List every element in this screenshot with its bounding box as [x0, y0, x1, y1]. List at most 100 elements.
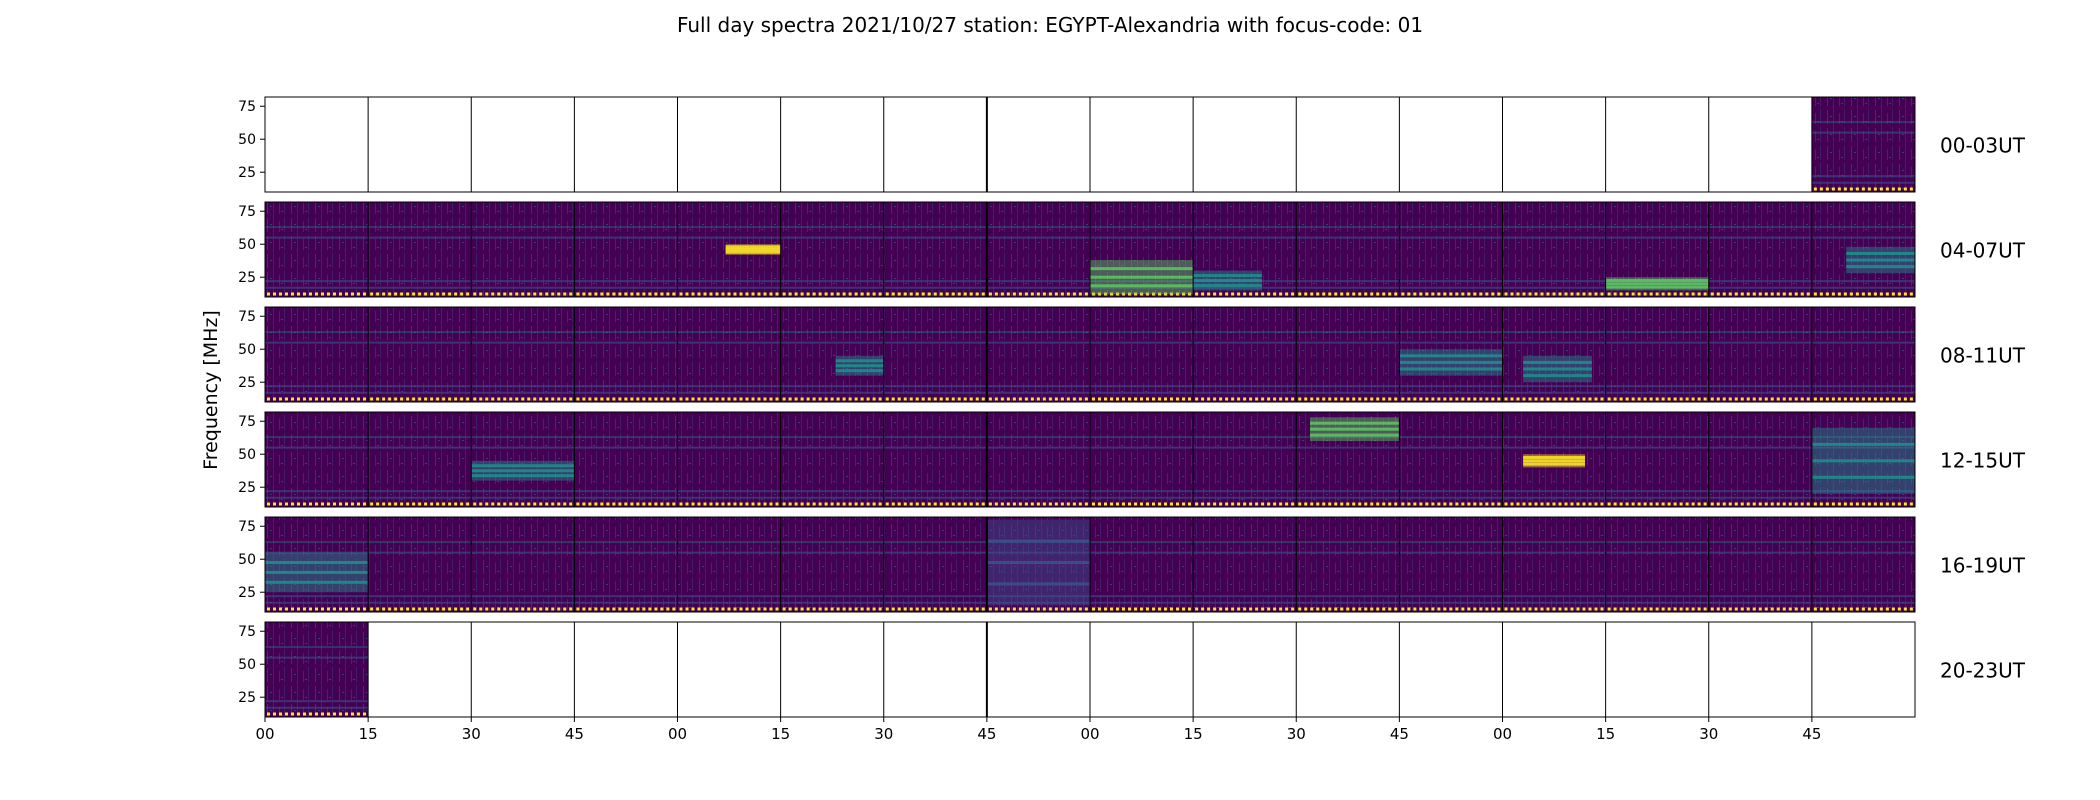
interference-line: [677, 595, 781, 598]
spectrogram-panel: [574, 307, 678, 402]
interference-line: [1399, 541, 1503, 544]
interference-line: [883, 385, 987, 388]
spectrogram-panel: [1502, 307, 1606, 402]
interference-line: [883, 280, 987, 283]
interference-line: [1502, 341, 1606, 344]
interference-line: [1296, 286, 1400, 289]
interference-line: [1399, 331, 1503, 334]
interference-line: [677, 446, 781, 449]
x-tick-label: 15: [1596, 725, 1615, 743]
interference-line: [574, 286, 678, 289]
chart-title: Full day spectra 2021/10/27 station: EGY…: [677, 13, 1423, 37]
interference-line: [1811, 436, 1915, 439]
interference-line: [986, 490, 1090, 493]
interference-line: [368, 541, 472, 544]
burst-band: [1523, 360, 1592, 364]
interference-line: [471, 341, 575, 344]
interference-line: [986, 601, 1090, 604]
interference-line: [986, 391, 1090, 394]
interference-line: [1090, 601, 1194, 604]
y-tick-label: 75: [238, 99, 256, 115]
spectrogram-panel: [677, 412, 781, 507]
burst-band: [1310, 433, 1400, 437]
interference-line: [1811, 595, 1915, 598]
spectrogram-panel: [986, 307, 1090, 402]
burst-region: [1846, 246, 1915, 274]
spectrogram-panel: [265, 307, 369, 402]
spectrogram-panel: [883, 202, 987, 297]
interference-line: [1605, 436, 1709, 439]
interference-line: [1708, 391, 1812, 394]
y-tick-label: 50: [238, 132, 256, 148]
interference-line: [1193, 341, 1297, 344]
interference-line: [265, 646, 369, 649]
spectrogram-panel: [265, 622, 369, 717]
interference-line: [780, 551, 884, 554]
interference-line: [1193, 595, 1297, 598]
interference-line: [986, 446, 1090, 449]
spectra-row: 25 50 75 16-19UT: [238, 516, 2026, 613]
spectrogram-panel: [574, 202, 678, 297]
interference-line: [677, 496, 781, 499]
interference-line: [471, 601, 575, 604]
x-tick-label: 00: [668, 725, 687, 743]
spectrogram-panel: [265, 202, 369, 297]
burst-band: [1605, 282, 1709, 286]
interference-line: [883, 551, 987, 554]
interference-line: [574, 601, 678, 604]
interference-line: [1193, 236, 1297, 239]
row-label: 08-11UT: [1940, 344, 2026, 368]
burst-band: [1523, 367, 1592, 371]
interference-line: [1090, 496, 1194, 499]
interference-line: [883, 601, 987, 604]
interference-line: [1296, 601, 1400, 604]
interference-line: [1502, 385, 1606, 388]
burst-region: [1605, 277, 1709, 291]
interference-line: [1708, 331, 1812, 334]
interference-line: [1090, 331, 1194, 334]
interference-line: [265, 706, 369, 709]
interference-line: [1399, 601, 1503, 604]
interference-line: [1502, 226, 1606, 229]
interference-line: [780, 331, 884, 334]
interference-line: [368, 286, 472, 289]
interference-line: [1708, 551, 1812, 554]
interference-line: [1090, 490, 1194, 493]
interference-line: [265, 541, 369, 544]
interference-line: [471, 331, 575, 334]
interference-line: [1090, 541, 1194, 544]
interference-line: [574, 391, 678, 394]
spectrogram-panel: [368, 307, 472, 402]
spectra-row: 25 50 75 12-15UT: [238, 411, 2026, 508]
interference-line: [986, 331, 1090, 334]
spectrogram-panel: [1090, 517, 1194, 612]
interference-line: [471, 496, 575, 499]
interference-line: [1502, 595, 1606, 598]
interference-line: [1296, 436, 1400, 439]
interference-line: [265, 391, 369, 394]
interference-line: [780, 280, 884, 283]
spectrogram-panel: [677, 307, 781, 402]
interference-line: [677, 601, 781, 604]
spectrogram-panel: [780, 202, 884, 297]
interference-line: [1811, 236, 1915, 239]
interference-line: [368, 341, 472, 344]
interference-line: [1399, 341, 1503, 344]
interference-line: [1502, 286, 1606, 289]
interference-line: [368, 280, 472, 283]
burst-band: [1811, 459, 1915, 463]
burst-band: [1399, 360, 1503, 364]
burst-region: [1399, 349, 1503, 376]
interference-line: [574, 331, 678, 334]
burst-band: [1310, 421, 1400, 425]
spectrogram-panel: [1811, 97, 1915, 192]
interference-line: [1399, 496, 1503, 499]
interference-line: [265, 656, 369, 659]
interference-line: [471, 490, 575, 493]
interference-line: [1811, 226, 1915, 229]
y-tick-label: 75: [238, 309, 256, 325]
interference-line: [1811, 331, 1915, 334]
y-tick-label: 25: [238, 165, 256, 181]
interference-line: [1399, 551, 1503, 554]
interference-line: [677, 236, 781, 239]
